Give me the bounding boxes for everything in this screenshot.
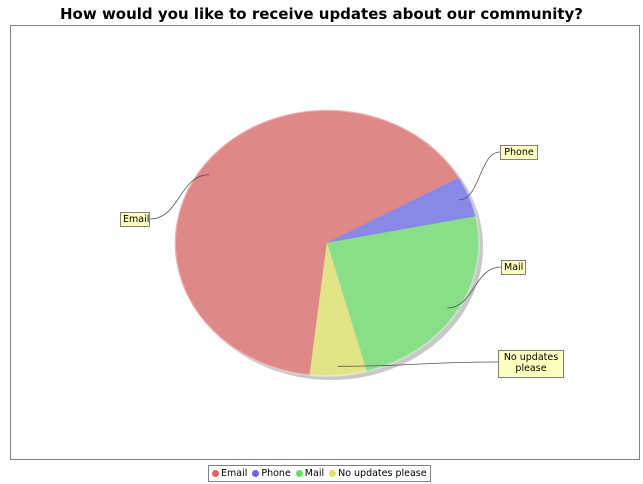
legend-item-mail: Mail	[295, 468, 325, 479]
legend-item-email: Email	[212, 468, 247, 479]
legend-swatch-mail	[295, 470, 303, 477]
legend-label-phone: Phone	[261, 468, 291, 479]
leader-line-email	[149, 174, 210, 220]
legend-label-mail: Mail	[304, 468, 325, 479]
callout-phone: Phone	[500, 145, 538, 160]
pie-slice-email	[174, 109, 460, 376]
legend-label-no-updates: No updates please	[338, 468, 427, 479]
pie-slice-mail	[326, 216, 480, 372]
leader-line-mail	[447, 266, 502, 309]
leader-line-no-updates-please	[337, 361, 499, 367]
chart-legend: Email Phone Mail No updates please	[208, 465, 431, 482]
legend-swatch-no-updates	[329, 470, 337, 477]
callout-email: Email	[120, 212, 150, 227]
legend-swatch-email	[212, 470, 219, 477]
legend-label-email: Email	[221, 468, 248, 479]
legend-item-phone: Phone	[252, 468, 291, 479]
chart-title: How would you like to receive updates ab…	[60, 5, 583, 23]
callout-no-updates: No updates please	[498, 350, 564, 378]
pie-rim	[174, 109, 480, 377]
legend-swatch-phone	[252, 470, 260, 477]
legend-item-no-updates: No updates please	[329, 468, 427, 479]
callout-mail: Mail	[501, 260, 526, 275]
pie-slice-no-updates-please	[309, 242, 367, 377]
leader-line-phone	[459, 151, 501, 201]
